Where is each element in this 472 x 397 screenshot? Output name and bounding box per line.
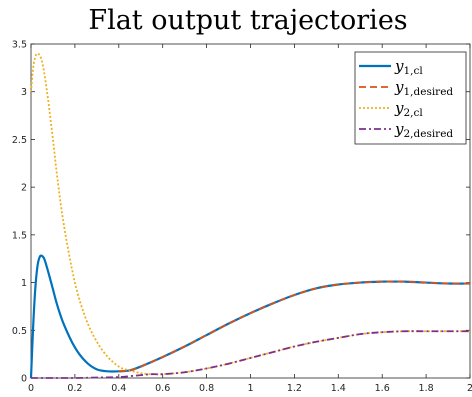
y-tick-label: 3	[21, 87, 27, 98]
x-tick-label: 0.6	[155, 383, 170, 394]
x-tick-label: 1	[247, 383, 253, 394]
x-tick-label: 1.8	[419, 383, 434, 394]
series-line-y-2-desired	[30, 330, 470, 379]
chart-title: Flat output trajectories	[88, 5, 407, 36]
x-tick-label: 1.6	[375, 383, 390, 394]
x-tick-label: 0.8	[199, 383, 214, 394]
x-tick-label: 0.2	[67, 383, 82, 394]
y-tick-label: 0	[21, 374, 27, 385]
x-tick-label: 0	[28, 383, 34, 394]
legend-entry-label: y1,cl	[394, 57, 423, 77]
x-tick-label: 1.2	[287, 383, 302, 394]
legend-entry-label: y2,desired	[394, 120, 453, 140]
y-tick-label: 0.5	[12, 326, 27, 337]
x-tick-label: 0.4	[111, 383, 126, 394]
legend-entry-label: y2,cl	[394, 99, 423, 119]
legend-entry-label: y1,desired	[394, 78, 453, 98]
y-tick-label: 1	[21, 278, 27, 289]
y-tick-label: 2.5	[12, 135, 27, 146]
x-tick-label: 1.4	[331, 383, 346, 394]
y-tick-label: 1.5	[12, 230, 27, 241]
legend-box	[354, 51, 467, 145]
y-tick-label: 3.5	[12, 40, 27, 51]
x-tick-label: 2	[467, 383, 472, 394]
y-tick-label: 2	[21, 183, 27, 194]
series-line-y-1-desired	[118, 280, 471, 373]
